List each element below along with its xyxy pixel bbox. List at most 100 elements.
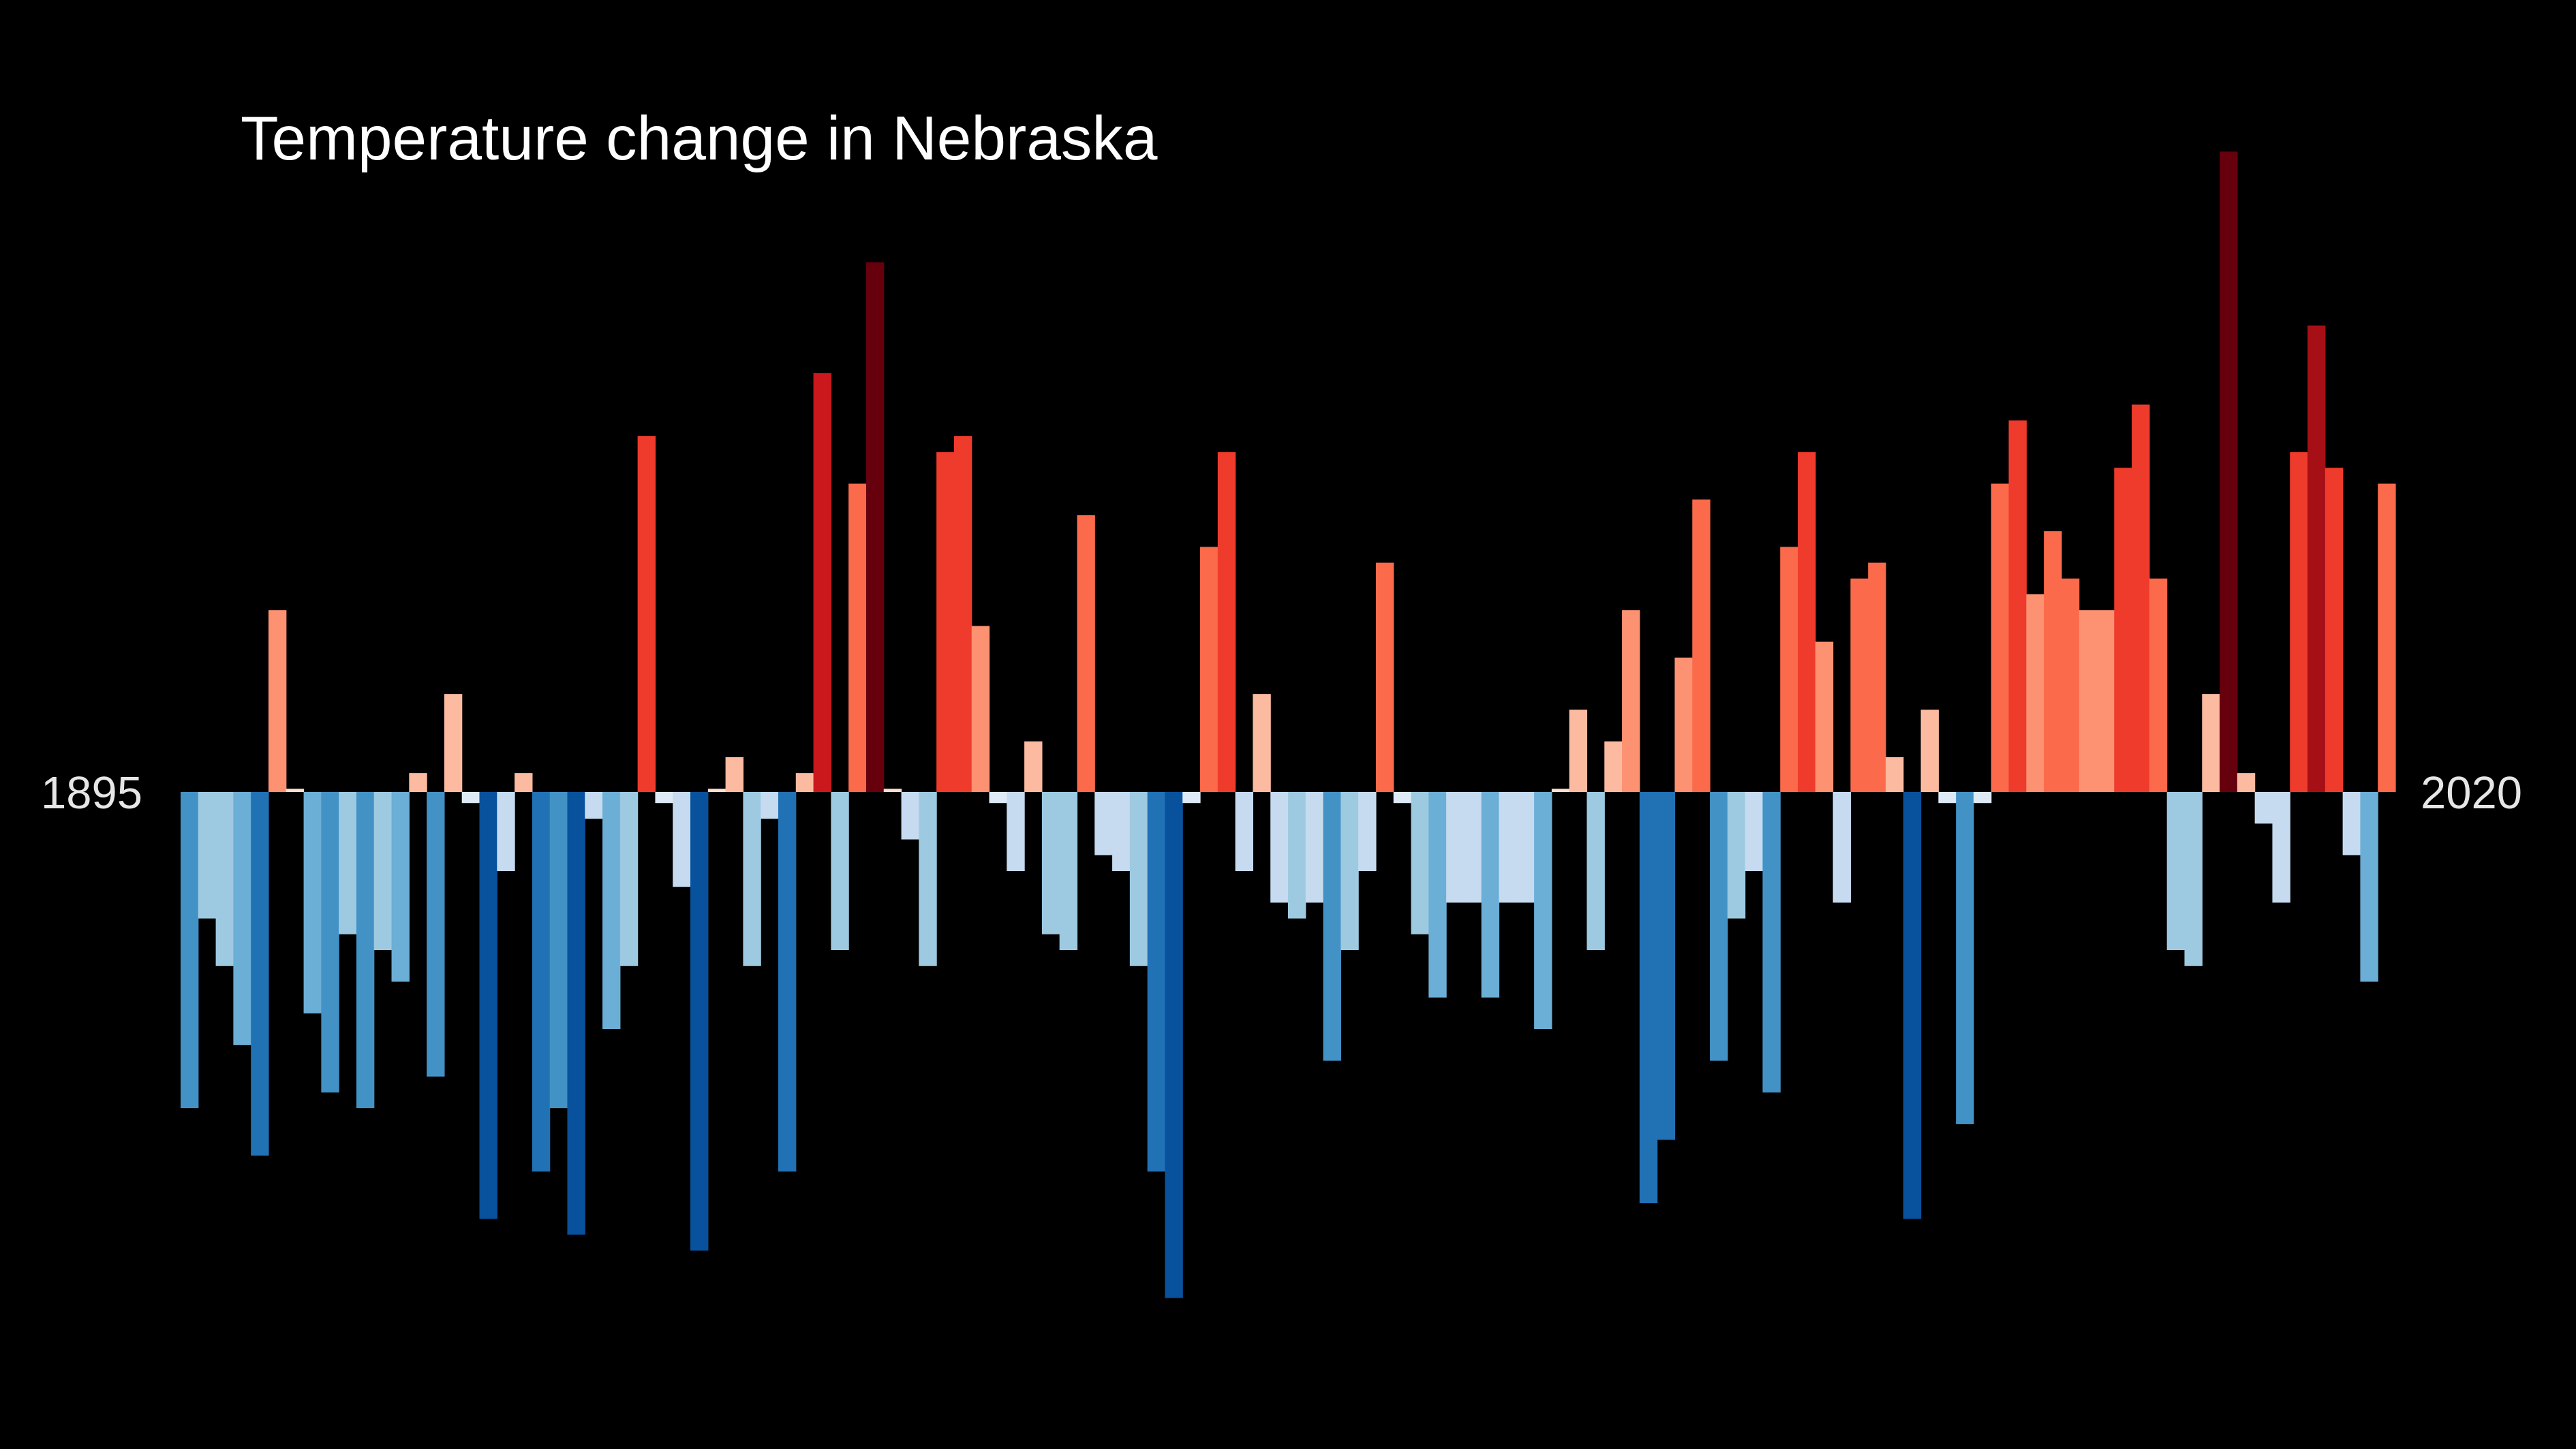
bar-1927 [743,792,761,966]
bar-1908 [409,773,427,792]
bar-1905 [356,792,375,1108]
bar-1906 [373,792,393,950]
bar-1955 [1235,792,1254,871]
bar-1976 [1604,741,1623,792]
bar-2007 [2149,578,2168,792]
bar-2016 [2307,325,2326,793]
bar-2004 [2096,610,2115,792]
bar-1975 [1586,792,1605,950]
bar-1936 [901,792,919,840]
bar-1930 [795,773,814,792]
bar-1954 [1217,452,1236,792]
bar-1988 [1815,641,1834,792]
bar-1919 [602,792,621,1029]
bar-1940 [971,626,990,792]
bar-1979 [1657,792,1676,1140]
bar-group [181,151,2396,1298]
bar-1928 [761,792,779,819]
bar-1978 [1639,792,1658,1204]
bar-1939 [953,436,972,792]
bar-1917 [567,792,585,1235]
bar-1923 [673,792,691,887]
bar-1921 [637,436,656,792]
bar-1997 [1973,792,1992,804]
bar-1947 [1094,792,1113,855]
bar-1974 [1569,710,1588,792]
bar-1983 [1727,792,1746,919]
bar-1948 [1112,792,1131,871]
bar-1895 [181,792,199,1108]
bar-1945 [1059,792,1078,950]
bar-1964 [1393,792,1412,804]
bar-1910 [444,694,463,792]
bar-1926 [725,757,743,792]
bar-1901 [286,789,305,792]
bar-1950 [1147,792,1166,1172]
bar-1958 [1288,792,1306,919]
bar-1898 [233,792,251,1046]
bar-1937 [919,792,937,966]
bar-2010 [2202,694,2220,792]
bar-1920 [619,792,639,966]
bar-1986 [1780,547,1798,792]
bar-1949 [1129,792,1148,966]
bar-1968 [1463,792,1482,903]
bar-1965 [1411,792,1429,934]
bar-1897 [215,792,234,966]
bar-1913 [497,792,515,871]
bar-1934 [865,262,885,792]
bar-1989 [1833,792,1851,903]
bar-2015 [2290,452,2308,792]
bar-1990 [1850,578,1869,792]
x-axis-start-label: 1895 [41,767,143,819]
chart-title: Temperature change in Nebraska [241,104,1158,173]
bar-1918 [585,792,603,819]
bar-1911 [461,792,480,804]
bar-1971 [1516,792,1535,903]
bar-2008 [2166,792,2186,950]
bar-1995 [1938,792,1957,804]
bar-1999 [2008,420,2027,792]
bar-1912 [479,792,497,1219]
bar-1925 [707,789,726,792]
bar-1903 [321,792,339,1093]
bar-1904 [339,792,357,934]
bar-1998 [1991,483,2010,792]
bar-2005 [2114,468,2132,792]
bar-1959 [1305,792,1324,903]
bar-1952 [1182,792,1201,804]
bar-1902 [303,792,322,1013]
bar-1933 [848,483,867,792]
bar-1924 [690,792,709,1251]
bar-1944 [1041,792,1060,934]
bar-1899 [251,792,269,1156]
bar-1982 [1710,792,1728,1061]
bar-1931 [813,373,831,792]
bar-1915 [532,792,551,1172]
bar-1942 [1007,792,1025,871]
bar-1896 [198,792,217,919]
bar-1994 [1920,710,1939,792]
bar-2006 [2132,404,2150,792]
bar-1960 [1323,792,1341,1061]
bar-1962 [1358,792,1377,871]
bar-1996 [1956,792,1974,1125]
bar-1938 [936,452,955,792]
bar-1977 [1622,610,1640,792]
bar-2017 [2325,468,2344,792]
bar-1922 [655,792,673,804]
bar-1943 [1024,741,1043,792]
bar-1935 [883,789,902,792]
bar-2009 [2184,792,2203,966]
bar-2019 [2360,792,2378,982]
bar-2020 [2378,483,2396,792]
x-axis-end-label: 2020 [2421,767,2523,819]
bar-1987 [1798,452,1816,792]
bar-1916 [549,792,568,1108]
bar-1992 [1885,757,1904,792]
bar-2002 [2061,578,2080,792]
bar-2012 [2237,773,2256,792]
bar-1961 [1340,792,1359,950]
